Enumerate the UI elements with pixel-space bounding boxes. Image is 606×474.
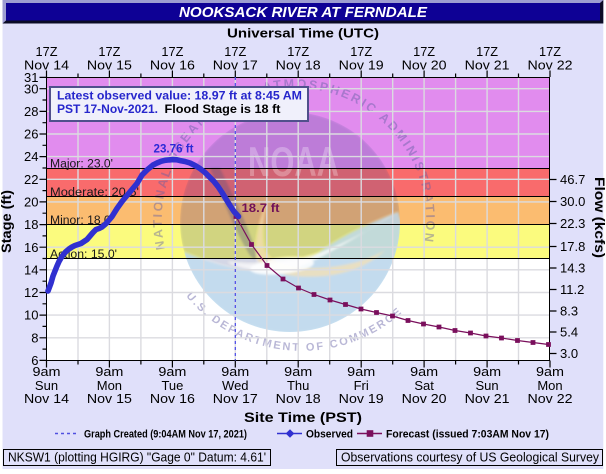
svg-text:9am: 9am	[347, 364, 375, 379]
svg-text:Nov 19: Nov 19	[339, 58, 384, 73]
svg-text:Fri: Fri	[354, 378, 369, 393]
svg-text:Sun: Sun	[476, 378, 499, 393]
svg-text:NKSW1 (plotting HGIRG) "Gage 0: NKSW1 (plotting HGIRG) "Gage 0" Datum: 4…	[8, 451, 266, 465]
svg-text:PST 17-Nov-2021.: PST 17-Nov-2021.	[57, 104, 158, 116]
svg-text:Nov 14: Nov 14	[24, 391, 69, 406]
svg-text:9am: 9am	[221, 364, 249, 379]
svg-text:22: 22	[24, 172, 38, 187]
svg-text:Nov 21: Nov 21	[465, 58, 510, 73]
svg-text:26: 26	[24, 127, 38, 142]
svg-text:16: 16	[24, 240, 38, 255]
svg-text:Major: 23.0': Major: 23.0'	[50, 158, 113, 170]
svg-text:Nov 22: Nov 22	[528, 58, 573, 73]
svg-text:5.4: 5.4	[560, 325, 578, 340]
svg-text:17Z: 17Z	[161, 44, 183, 59]
svg-text:Nov 18: Nov 18	[276, 391, 321, 406]
svg-text:Nov 17: Nov 17	[213, 391, 258, 406]
svg-text:20: 20	[24, 195, 38, 210]
svg-text:Nov 17: Nov 17	[213, 58, 258, 73]
svg-text:Observed: Observed	[306, 429, 353, 441]
svg-text:10: 10	[24, 308, 38, 323]
svg-text:Stage (ft): Stage (ft)	[0, 190, 14, 253]
svg-text:17Z: 17Z	[224, 44, 246, 59]
svg-text:17Z: 17Z	[476, 44, 498, 59]
svg-text:23.76 ft: 23.76 ft	[154, 142, 194, 156]
svg-text:18: 18	[24, 217, 38, 232]
svg-text:Thu: Thu	[287, 378, 309, 393]
svg-text:Nov 20: Nov 20	[402, 58, 447, 73]
svg-text:Universal Time (UTC): Universal Time (UTC)	[227, 26, 379, 41]
svg-text:9am: 9am	[284, 364, 312, 379]
svg-text:Nov 16: Nov 16	[150, 58, 195, 73]
svg-text:9am: 9am	[536, 364, 564, 379]
svg-text:Wed: Wed	[222, 378, 249, 393]
svg-text:Nov 20: Nov 20	[402, 391, 447, 406]
svg-text:17Z: 17Z	[539, 44, 561, 59]
svg-text:Nov 15: Nov 15	[87, 391, 132, 406]
svg-text:17Z: 17Z	[413, 44, 435, 59]
svg-text:8: 8	[31, 330, 38, 345]
svg-text:3.0: 3.0	[560, 346, 578, 361]
svg-text:Graph Created (9:04AM Nov 17,: Graph Created (9:04AM Nov 17, 2021)	[84, 429, 247, 441]
svg-text:17.8: 17.8	[560, 239, 585, 254]
svg-text:30.0: 30.0	[560, 194, 585, 209]
svg-text:Nov 21: Nov 21	[465, 391, 510, 406]
svg-text:17Z: 17Z	[98, 44, 120, 59]
svg-text:30: 30	[24, 81, 38, 96]
svg-text:8.3: 8.3	[560, 304, 578, 319]
svg-text:28: 28	[24, 104, 38, 119]
svg-text:9am: 9am	[158, 364, 186, 379]
svg-text:Moderate: 20.5': Moderate: 20.5'	[50, 187, 139, 199]
svg-text:Sat: Sat	[414, 378, 434, 393]
svg-text:Flow (kcfs): Flow (kcfs)	[592, 177, 606, 258]
svg-text:6: 6	[31, 353, 38, 368]
svg-text:Latest observed value: 18.97 f: Latest observed value: 18.97 ft at 8:45 …	[57, 91, 302, 103]
svg-text:11.2: 11.2	[560, 282, 584, 297]
svg-text:Mon: Mon	[537, 378, 562, 393]
svg-text:NOAA: NOAA	[248, 138, 339, 185]
svg-text:Site Time (PST): Site Time (PST)	[244, 410, 362, 425]
svg-text:9am: 9am	[410, 364, 438, 379]
svg-text:9am: 9am	[473, 364, 501, 379]
svg-text:14: 14	[24, 262, 38, 277]
svg-text:Nov 15: Nov 15	[87, 58, 132, 73]
svg-text:Nov 14: Nov 14	[24, 58, 69, 73]
svg-text:17Z: 17Z	[350, 44, 372, 59]
svg-text:Nov 18: Nov 18	[276, 58, 321, 73]
svg-text:24: 24	[24, 149, 38, 164]
svg-text:Nov 16: Nov 16	[150, 391, 195, 406]
svg-text:46.7: 46.7	[560, 172, 585, 187]
svg-text:18.7 ft: 18.7 ft	[242, 201, 280, 215]
svg-text:Observations courtesy of US Ge: Observations courtesy of US Geological S…	[341, 451, 600, 465]
svg-text:31: 31	[24, 70, 38, 85]
svg-text:Nov 19: Nov 19	[339, 391, 384, 406]
svg-text:9am: 9am	[33, 364, 61, 379]
svg-text:17Z: 17Z	[36, 44, 58, 59]
svg-text:NOOKSACK RIVER AT FERNDALE: NOOKSACK RIVER AT FERNDALE	[179, 5, 428, 21]
svg-text:Mon: Mon	[97, 378, 122, 393]
svg-text:14.3: 14.3	[560, 261, 585, 276]
svg-text:22.3: 22.3	[560, 216, 585, 231]
svg-text:Sun: Sun	[35, 378, 58, 393]
svg-text:12: 12	[24, 285, 38, 300]
svg-text:Nov 22: Nov 22	[528, 391, 573, 406]
svg-text:Minor: 18.0': Minor: 18.0'	[50, 215, 113, 227]
svg-text:Tue: Tue	[161, 378, 183, 393]
svg-text:Flood Stage is 18 ft: Flood Stage is 18 ft	[165, 104, 281, 116]
svg-text:17Z: 17Z	[287, 44, 309, 59]
svg-text:9am: 9am	[95, 364, 123, 379]
svg-text:Forecast (issued 7:03AM Nov 17: Forecast (issued 7:03AM Nov 17)	[386, 429, 549, 441]
